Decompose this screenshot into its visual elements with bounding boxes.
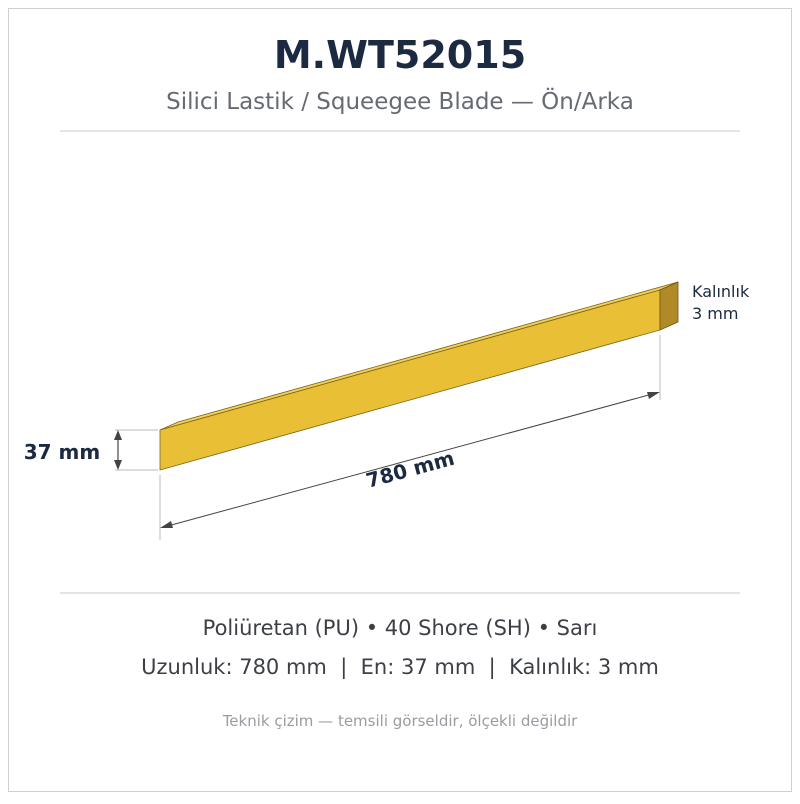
dimension-line (163, 392, 657, 528)
note: Teknik çizim — temsili görseldir, ölçekl… (222, 712, 578, 730)
spec-line: Poliüretan (PU) • 40 Shore (SH) • Sarı (203, 616, 598, 640)
height-label: 37 mm (24, 440, 100, 464)
arrow (647, 392, 660, 399)
thickness-value: 3 mm (692, 304, 738, 323)
blade-end (659, 281, 679, 331)
arrow (114, 460, 122, 470)
spec-line: Uzunluk: 780 mm | En: 37 mm | Kalınlık: … (141, 655, 659, 680)
arrow (114, 430, 122, 440)
title: M.WT52015 (274, 33, 526, 77)
arrow (160, 521, 173, 528)
subtitle: Silici Lastik / Squeegee Blade — Ön/Arka (166, 87, 634, 115)
thickness-label: Kalınlık (692, 282, 750, 301)
